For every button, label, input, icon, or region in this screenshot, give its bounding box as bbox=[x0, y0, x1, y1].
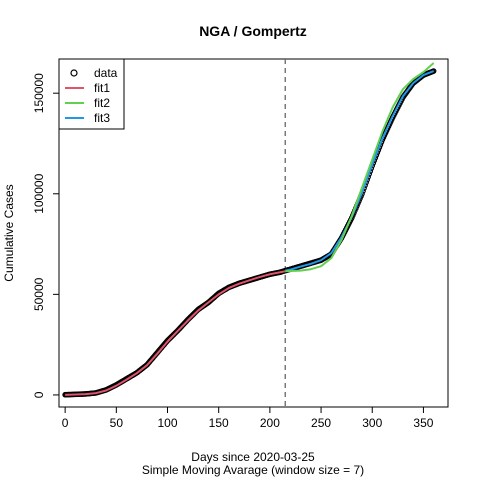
y-tick-label: 100000 bbox=[32, 173, 46, 213]
fit2-line bbox=[285, 62, 435, 273]
x-tick-label: 350 bbox=[413, 416, 433, 430]
x-axis-sublabel: Simple Moving Avarage (window size = 7) bbox=[142, 463, 364, 477]
legend-label: fit3 bbox=[94, 111, 110, 125]
chart-marks bbox=[62, 59, 437, 407]
fit3-line bbox=[285, 70, 435, 272]
fit1-line bbox=[65, 270, 286, 396]
legend-label: fit2 bbox=[94, 96, 110, 110]
y-tick-label: 150000 bbox=[32, 73, 46, 113]
y-axis-label: Cumulative Cases bbox=[2, 184, 16, 281]
x-tick-label: 100 bbox=[157, 416, 177, 430]
legend-symbol-data bbox=[70, 69, 78, 77]
x-tick-label: 150 bbox=[209, 416, 229, 430]
x-axis-label: Days since 2020-03-25 bbox=[191, 450, 315, 464]
legend-label: data bbox=[94, 66, 118, 80]
x-tick-label: 300 bbox=[362, 416, 382, 430]
x-tick-label: 200 bbox=[260, 416, 280, 430]
x-tick-label: 50 bbox=[110, 416, 124, 430]
y-tick-label: 0 bbox=[32, 391, 46, 398]
x-tick-label: 0 bbox=[62, 416, 69, 430]
y-tick-label: 50000 bbox=[32, 277, 46, 311]
axes: 0 50 100 150 200 250 300 350 0 50000 100000 150000 bbox=[32, 73, 434, 430]
x-tick-label: 250 bbox=[311, 416, 331, 430]
legend-label: fit1 bbox=[94, 81, 110, 95]
chart-title: NGA / Gompertz bbox=[199, 23, 307, 39]
